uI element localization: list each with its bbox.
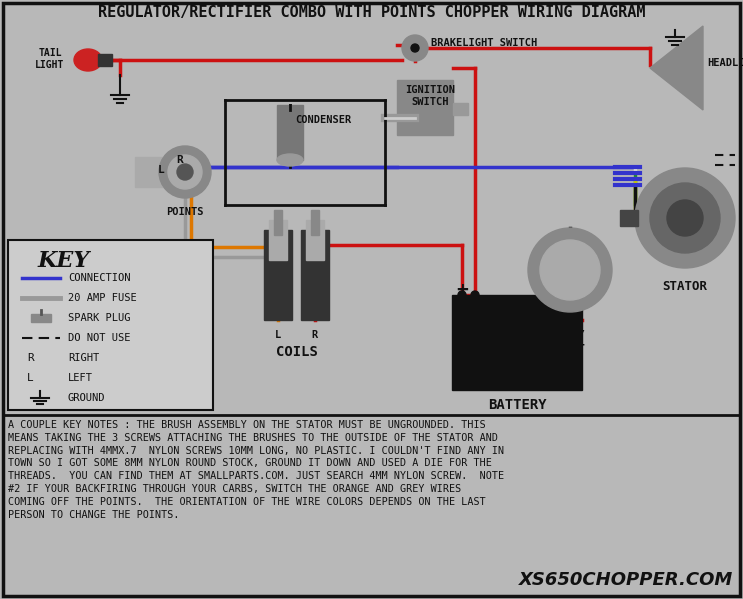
Circle shape	[159, 146, 211, 198]
Circle shape	[667, 200, 703, 236]
Text: POINTS: POINTS	[166, 207, 204, 217]
Text: COILS: COILS	[276, 345, 317, 359]
Text: R: R	[177, 155, 184, 165]
Text: LEFT: LEFT	[68, 373, 93, 383]
Text: CONNECTION: CONNECTION	[68, 273, 131, 283]
Text: L: L	[27, 373, 33, 383]
Circle shape	[402, 35, 428, 61]
Bar	[301, 230, 329, 320]
Text: R: R	[27, 353, 33, 363]
Text: L: L	[158, 165, 164, 175]
Bar	[274, 210, 282, 235]
Bar	[306, 220, 324, 260]
Bar	[311, 210, 319, 235]
Text: REGULATOR/RECTIFIER COMBO WITH POINTS CHOPPER WIRING DIAGRAM: REGULATOR/RECTIFIER COMBO WITH POINTS CH…	[98, 5, 645, 20]
Text: DO NOT USE: DO NOT USE	[68, 333, 131, 343]
Text: CONDENSER: CONDENSER	[295, 115, 351, 125]
Bar	[31, 314, 51, 322]
Circle shape	[650, 183, 720, 253]
Circle shape	[411, 44, 419, 52]
Bar	[620, 210, 638, 226]
Text: -: -	[568, 280, 576, 300]
Text: TAIL
LIGHT: TAIL LIGHT	[36, 48, 65, 69]
Circle shape	[168, 155, 202, 189]
Bar	[397, 80, 453, 135]
Bar	[8, 240, 213, 410]
Ellipse shape	[277, 154, 303, 166]
Text: L: L	[275, 330, 281, 340]
Text: GROUND: GROUND	[68, 393, 106, 403]
Text: R: R	[312, 330, 318, 340]
Circle shape	[177, 164, 193, 180]
Text: IGNITION
SWITCH: IGNITION SWITCH	[405, 85, 455, 107]
Bar	[277, 105, 303, 160]
Text: BRAKELIGHT SWITCH: BRAKELIGHT SWITCH	[431, 38, 537, 48]
Circle shape	[471, 291, 479, 299]
Text: HEADLIGHT: HEADLIGHT	[707, 58, 743, 68]
Text: BATTERY: BATTERY	[487, 398, 546, 412]
Bar	[264, 230, 292, 320]
Text: SPARK PLUG: SPARK PLUG	[68, 313, 131, 323]
Circle shape	[540, 240, 600, 300]
Text: XS650CHOPPER.COM: XS650CHOPPER.COM	[519, 571, 733, 589]
Text: KEY: KEY	[38, 250, 90, 272]
Bar	[98, 54, 112, 66]
Text: RIGHT: RIGHT	[68, 353, 100, 363]
Text: +: +	[455, 281, 469, 299]
Bar	[135, 157, 180, 187]
Circle shape	[458, 291, 466, 299]
Bar	[453, 103, 468, 115]
Circle shape	[635, 168, 735, 268]
Ellipse shape	[74, 49, 102, 71]
Bar	[269, 220, 287, 260]
Polygon shape	[650, 26, 703, 110]
Circle shape	[528, 228, 612, 312]
Text: STATOR: STATOR	[663, 280, 707, 293]
Bar	[452, 295, 582, 390]
Text: REG/
RECT: REG/ RECT	[555, 328, 585, 356]
Text: 20 AMP FUSE: 20 AMP FUSE	[68, 293, 137, 303]
Text: A COUPLE KEY NOTES : THE BRUSH ASSEMBLY ON THE STATOR MUST BE UNGROUNDED. THIS
M: A COUPLE KEY NOTES : THE BRUSH ASSEMBLY …	[8, 420, 504, 519]
